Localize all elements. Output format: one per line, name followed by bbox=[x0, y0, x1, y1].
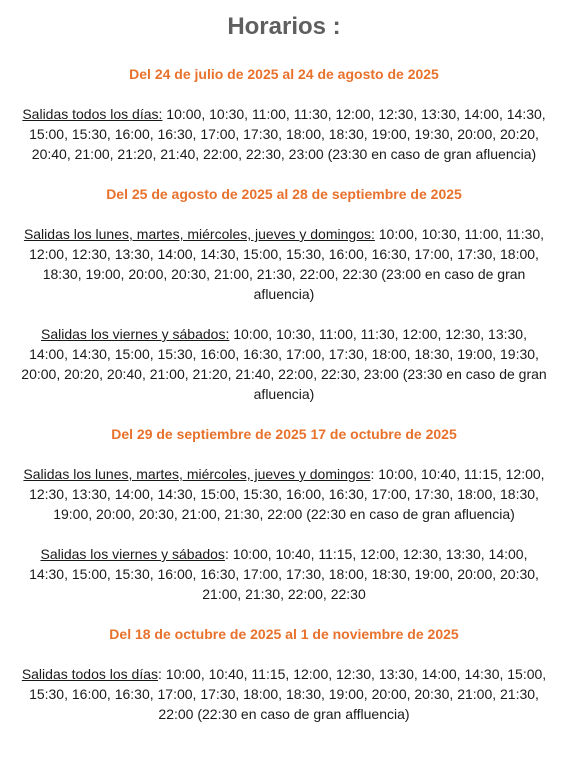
schedule-times: : 10:00, 10:40, 11:15, 12:00, 12:30, 13:… bbox=[29, 546, 539, 602]
schedule-times: 10:00, 10:30, 11:00, 11:30, 12:00, 12:30… bbox=[21, 326, 547, 402]
period-heading: Del 29 de septiembre de 2025 17 de octub… bbox=[111, 426, 457, 442]
schedule-paragraph: Salidas los lunes, martes, miércoles, ju… bbox=[20, 224, 548, 304]
schedule-paragraph: Salidas todos los días: 10:00, 10:40, 11… bbox=[20, 664, 548, 724]
schedule-paragraph: Salidas todos los días: 10:00, 10:30, 11… bbox=[20, 104, 548, 164]
schedule-section-4: Del 18 de octubre de 2025 al 1 de noviem… bbox=[20, 624, 548, 724]
period-heading: Del 25 de agosto de 2025 al 28 de septie… bbox=[106, 186, 462, 202]
schedule-label: Salidas los lunes, martes, miércoles, ju… bbox=[23, 226, 375, 242]
schedule-times: : 10:00, 10:40, 11:15, 12:00, 12:30, 13:… bbox=[29, 466, 545, 522]
schedule-label: Salidas los viernes y sábados bbox=[40, 546, 225, 562]
schedule-paragraph: Salidas los lunes, martes, miércoles, ju… bbox=[20, 464, 548, 524]
schedule-label: Salidas los lunes, martes, miércoles, ju… bbox=[23, 466, 371, 482]
period-heading: Del 18 de octubre de 2025 al 1 de noviem… bbox=[109, 626, 459, 642]
schedule-section-1: Del 24 de julio de 2025 al 24 de agosto … bbox=[20, 64, 548, 164]
schedule-paragraph: Salidas los viernes y sábados: 10:00, 10… bbox=[20, 324, 548, 404]
period-heading: Del 24 de julio de 2025 al 24 de agosto … bbox=[129, 66, 439, 82]
schedule-label: Salidas los viernes y sábados: bbox=[41, 326, 230, 342]
schedule-paragraph: Salidas los viernes y sábados: 10:00, 10… bbox=[20, 544, 548, 604]
schedule-label: Salidas todos los días: bbox=[22, 106, 163, 122]
schedule-label: Salidas todos los días bbox=[21, 666, 159, 682]
page-title: Horarios : bbox=[227, 13, 341, 40]
schedule-times: : 10:00, 10:40, 11:15, 12:00, 12:30, 13:… bbox=[29, 666, 547, 722]
schedule-section-2: Del 25 de agosto de 2025 al 28 de septie… bbox=[20, 184, 548, 404]
schedule-times: 10:00, 10:30, 11:00, 11:30, 12:00, 12:30… bbox=[29, 106, 546, 162]
schedule-times: 10:00, 10:30, 11:00, 11:30, 12:00, 12:30… bbox=[29, 226, 545, 302]
schedule-section-3: Del 29 de septiembre de 2025 17 de octub… bbox=[20, 424, 548, 604]
